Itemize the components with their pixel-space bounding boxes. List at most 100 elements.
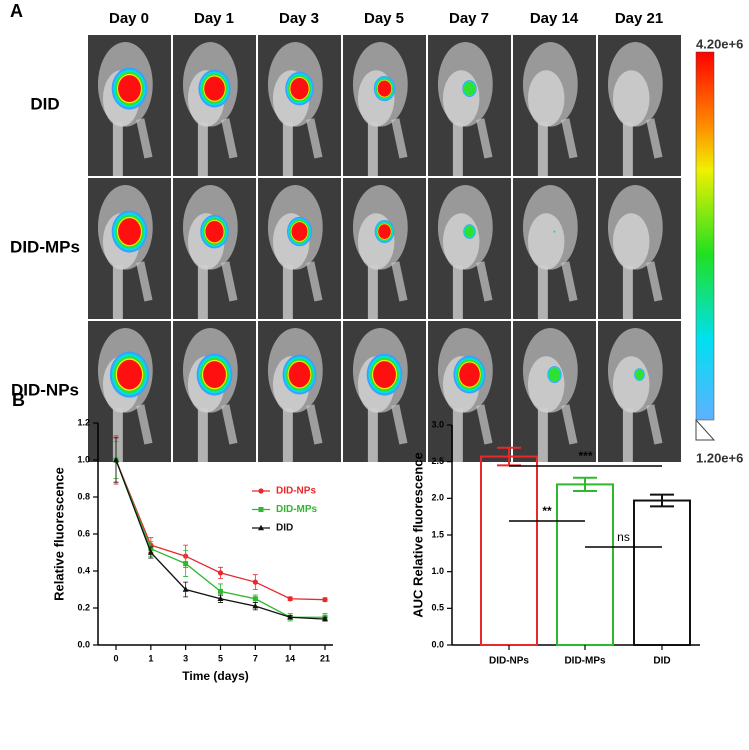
mouse-tail: [537, 408, 548, 462]
significance-label: ***: [578, 449, 592, 463]
mouse-body: [527, 70, 565, 127]
mouse-tail: [197, 265, 208, 319]
mouse-tail: [367, 408, 378, 462]
signal-spot: [377, 80, 392, 97]
group-label: DID: [30, 94, 59, 113]
mouse-leg: [391, 118, 408, 159]
mouse-body: [612, 70, 650, 127]
x-tick-label: 14: [285, 653, 295, 663]
y-tick-label: 0.0: [77, 639, 90, 649]
mouse-body: [612, 213, 650, 270]
signal-spot: [116, 359, 143, 390]
y-tick-label: 3.0: [431, 419, 444, 429]
marker: [182, 586, 189, 592]
marker: [113, 456, 119, 463]
mouse-leg: [391, 261, 408, 302]
day-label: Day 5: [364, 10, 404, 27]
signal-spot: [204, 76, 225, 101]
y-tick-label: 0.2: [77, 602, 90, 612]
mouse-body: [442, 70, 480, 127]
mouse-leg: [561, 261, 578, 302]
marker: [217, 595, 224, 601]
mouse-leg: [306, 404, 323, 445]
panel-label: B: [12, 390, 25, 410]
mouse-tail: [622, 122, 633, 176]
mouse-body: [612, 356, 650, 413]
signal-spot: [118, 75, 141, 103]
y-tick-label: 2.0: [431, 493, 444, 503]
mouse-tail: [282, 265, 293, 319]
day-label: Day 7: [449, 10, 489, 27]
error-bar: [650, 493, 674, 508]
colorbar: [695, 51, 715, 421]
mouse-leg: [646, 118, 663, 159]
y-tick-label: 1.0: [431, 566, 444, 576]
day-label: Day 21: [615, 10, 663, 27]
y-tick-label: 1.5: [431, 529, 444, 539]
signal-spot: [464, 225, 475, 238]
marker: [258, 524, 264, 531]
mouse-leg: [476, 404, 493, 445]
mouse-body: [527, 356, 565, 413]
signal-spot: [373, 361, 396, 389]
mouse-tail: [452, 265, 463, 319]
x-tick-label: 0: [113, 653, 118, 663]
bar: [633, 499, 691, 646]
mouse-tail: [282, 122, 293, 176]
signal-spot: [378, 224, 391, 239]
colorbar-cap: [695, 418, 716, 441]
mouse-body: [442, 213, 480, 270]
x-tick-label: 3: [183, 653, 188, 663]
mouse-leg: [136, 261, 153, 302]
mouse-leg: [476, 118, 493, 159]
signal-spot: [290, 77, 309, 100]
mouse-tail: [452, 122, 463, 176]
mouse-tail: [622, 265, 633, 319]
mouse-tail: [367, 265, 378, 319]
y-tick-label: 0.6: [77, 528, 90, 538]
signal-spot: [553, 230, 556, 233]
x-tick-label: DID-NPs: [489, 656, 529, 667]
mouse-leg: [306, 118, 323, 159]
mouse-leg: [221, 404, 238, 445]
signal-spot: [288, 361, 311, 388]
signal-spot: [459, 362, 480, 387]
mouse-body: [527, 213, 565, 270]
x-tick-label: 21: [320, 653, 330, 663]
day-label: Day 1: [194, 10, 234, 27]
marker: [252, 602, 259, 609]
mouse-leg: [476, 261, 493, 302]
mouse-leg: [136, 404, 153, 445]
mouse-tail: [282, 408, 293, 462]
y-axis-label: Relative fluorescence: [51, 467, 66, 601]
mouse-tail: [112, 265, 123, 319]
signal-spot: [118, 218, 141, 246]
y-tick-label: 0.4: [77, 565, 90, 575]
y-tick-label: 0.8: [77, 491, 90, 501]
bar: [556, 483, 614, 646]
group-label: DID-NPs: [11, 380, 79, 399]
legend-label: DID: [276, 523, 293, 534]
day-label: Day 3: [279, 10, 319, 27]
mouse-leg: [561, 118, 578, 159]
y-axis-label: AUC Relative fluorescence: [410, 452, 425, 617]
mouse-leg: [646, 404, 663, 445]
mouse-tail: [112, 408, 123, 462]
mouse-leg: [561, 404, 578, 445]
y-tick-label: 2.5: [431, 456, 444, 466]
y-tick-label: 0.5: [431, 603, 444, 613]
x-tick-label: DID-MPs: [564, 656, 606, 667]
colorbar-min: 1.20e+6: [696, 450, 743, 465]
mouse-tail: [197, 122, 208, 176]
signal-spot: [463, 81, 476, 96]
mouse-tail: [197, 408, 208, 462]
mouse-tail: [537, 265, 548, 319]
marker: [258, 507, 264, 512]
marker: [322, 615, 328, 622]
panel-label: A: [10, 1, 23, 21]
mouse-leg: [391, 404, 408, 445]
mouse-leg: [136, 118, 153, 159]
mouse-tail: [367, 122, 378, 176]
day-label: Day 0: [109, 10, 149, 27]
